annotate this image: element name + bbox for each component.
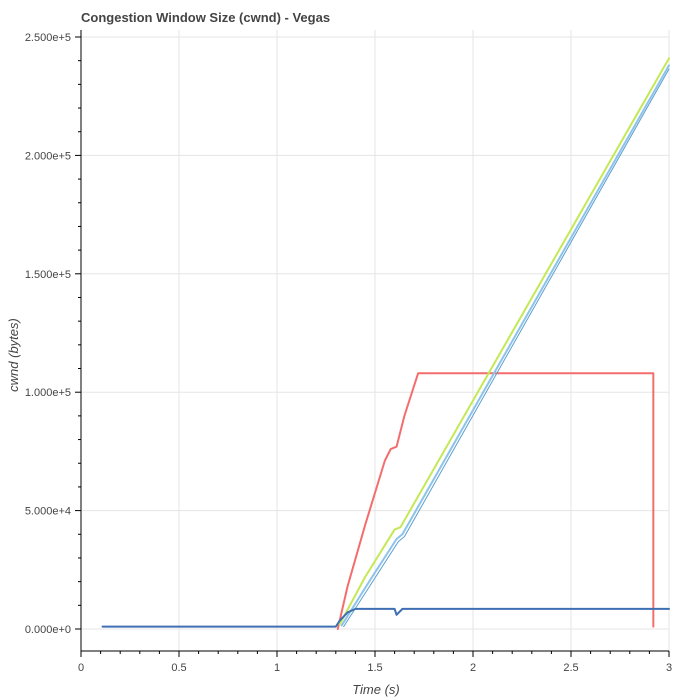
x-tick-label: 1.5 — [367, 662, 382, 674]
axes: 0 0.5 1 1.5 2 2.5 3 0.000e+0 5.000e+4 1.000e+5 1.5… — [25, 30, 672, 674]
x-tick-label: 1 — [274, 662, 280, 674]
x-tick-label: 3 — [666, 662, 672, 674]
y-tick-label: 2.000e+5 — [25, 150, 71, 162]
chart-title: Congestion Window Size (cwnd) - Vegas — [81, 10, 330, 25]
x-tick-label: 2.5 — [563, 662, 578, 674]
x-axis-label: Time (s) — [352, 682, 400, 697]
y-axis-label: cwnd (bytes) — [6, 318, 21, 392]
series-line-4 — [343, 68, 670, 628]
x-tick-label: 0 — [78, 662, 84, 674]
series-line-5 — [101, 607, 670, 628]
y-tick-label: 5.000e+4 — [25, 506, 71, 518]
series-line-2 — [338, 57, 670, 626]
grid-lines — [80, 30, 670, 651]
y-tick-label: 0.000e+0 — [25, 624, 71, 636]
series-lines — [101, 57, 670, 630]
y-tick-label: 1.000e+5 — [25, 387, 71, 399]
y-tick-label: 1.500e+5 — [25, 269, 71, 281]
x-tick-label: 0.5 — [171, 662, 186, 674]
series-line-1 — [336, 372, 655, 630]
y-tick-label: 2.500e+5 — [25, 32, 71, 44]
series-line-3 — [340, 64, 670, 627]
x-tick-label: 2 — [470, 662, 476, 674]
